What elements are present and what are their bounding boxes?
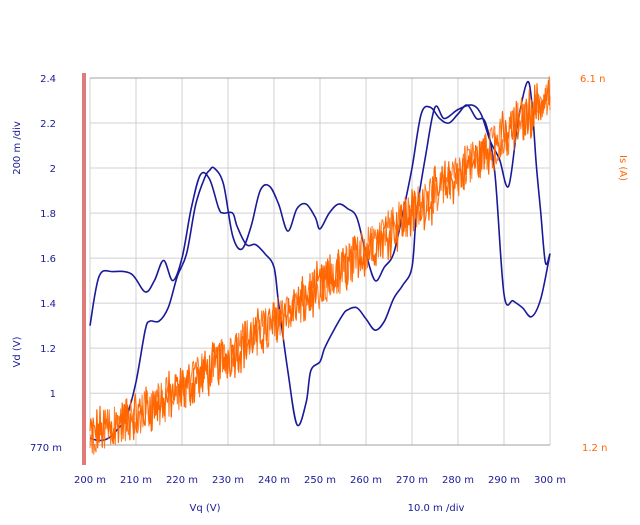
series-line-is xyxy=(89,79,551,449)
left-axis-label: Vd (V) xyxy=(12,336,23,367)
x-tick-label: 290 m xyxy=(488,475,520,486)
x-tick-label: 200 m xyxy=(74,475,106,486)
right-axis-label: Is (A) xyxy=(617,155,628,181)
left-tick-label: 2 xyxy=(50,164,56,175)
x-scale-label: 10.0 m /div xyxy=(408,503,465,514)
x-tick-label: 270 m xyxy=(396,475,428,486)
left-tick-labels: 2.4 2.2 2 1.8 1.6 1.4 1.2 1 xyxy=(40,74,56,400)
left-tick-label: 1.4 xyxy=(40,299,56,310)
x-tick-label: 280 m xyxy=(442,475,474,486)
left-tick-label: 1 xyxy=(50,389,56,400)
left-tick-label: 1.6 xyxy=(40,254,56,265)
series-layer xyxy=(89,76,551,455)
x-tick-labels: 200 m 210 m 220 m 230 m 240 m 250 m 260 m 270 m… xyxy=(74,475,566,486)
left-tick-label: 1.2 xyxy=(40,344,56,355)
x-tick-label: 300 m xyxy=(534,475,566,486)
x-tick-label: 260 m xyxy=(350,475,382,486)
right-min-label: 1.2 n xyxy=(582,443,607,454)
series-line-vd-1 xyxy=(89,80,551,427)
series-line-is-overlay xyxy=(89,76,551,455)
left-tick-label: 2.4 xyxy=(40,74,56,85)
series-line-vd-2 xyxy=(89,104,551,442)
x-tick-label: 250 m xyxy=(304,475,336,486)
left-scale-label: 200 m /div xyxy=(12,121,23,175)
x-tick-label: 220 m xyxy=(166,475,198,486)
x-tick-label: 240 m xyxy=(258,475,290,486)
x-axis-label: Vq (V) xyxy=(189,503,220,514)
left-min-label: 770 m xyxy=(30,443,62,454)
left-tick-label: 1.8 xyxy=(40,209,56,220)
right-max-label: 6.1 n xyxy=(580,74,605,85)
left-axis-bar xyxy=(82,73,86,465)
x-tick-label: 230 m xyxy=(212,475,244,486)
left-tick-label: 2.2 xyxy=(40,119,56,130)
x-tick-label: 210 m xyxy=(120,475,152,486)
